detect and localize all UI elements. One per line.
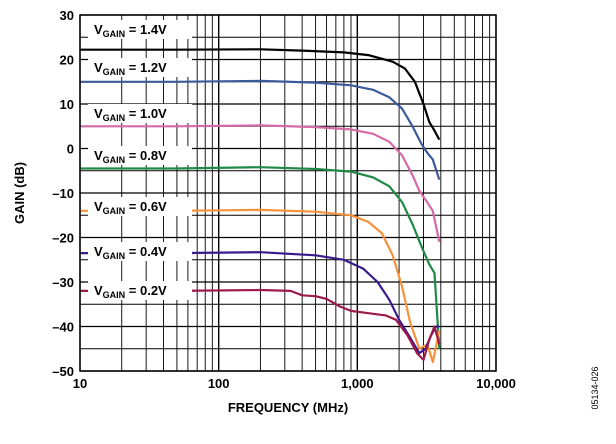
legend-label-2: VGAIN = 1.0V [94,106,167,123]
legend-label-6: VGAIN = 0.2V [94,283,167,300]
legend-layer: VGAIN = 1.4V VGAIN = 1.2V VGAIN = 1.0V VGAI… [88,20,192,300]
legend-label-background [88,197,192,216]
legend-label-0: VGAIN = 1.4V [94,22,167,39]
x-tick-label: 1,000 [341,376,374,391]
y-tick-label: 0 [67,142,74,157]
series-line-2 [80,124,441,243]
series-line-0 [80,48,441,141]
y-tick-label: 10 [60,97,74,112]
legend-label-background [88,242,192,261]
plot-frame [79,14,497,372]
figure-id: 05134-026 [590,366,600,409]
y-tick-label: –30 [52,275,74,290]
y-tick-label: –20 [52,231,74,246]
x-tick-label: 10,000 [476,376,516,391]
legend-label-background [88,146,192,165]
y-tick-label: –50 [52,364,74,379]
series-layer [80,48,441,364]
legend-label-1: VGAIN = 1.2V [94,60,167,77]
legend-label-4: VGAIN = 0.6V [94,199,167,216]
x-tick-label: 10 [73,376,87,391]
legend-label-background [88,20,192,39]
y-tick-label: 30 [60,8,74,23]
x-tick-label: 100 [208,376,230,391]
y-tick-label: –40 [52,320,74,335]
legend-label-background [88,281,192,300]
legend-label-background [88,104,192,123]
series-line-3 [80,166,441,349]
series-line-1 [80,79,441,181]
series-line-6 [80,288,441,361]
series-line-5 [80,251,440,355]
legend-label-background [88,58,192,77]
legend-label-3: VGAIN = 0.8V [94,148,167,165]
legend-label-5: VGAIN = 0.4V [94,244,167,261]
y-tick-label: 20 [60,53,74,68]
y-axis-title: GAIN (dB) [12,162,27,224]
y-tick-label: –10 [52,186,74,201]
x-axis-title: FREQUENCY (MHz) [228,400,348,415]
